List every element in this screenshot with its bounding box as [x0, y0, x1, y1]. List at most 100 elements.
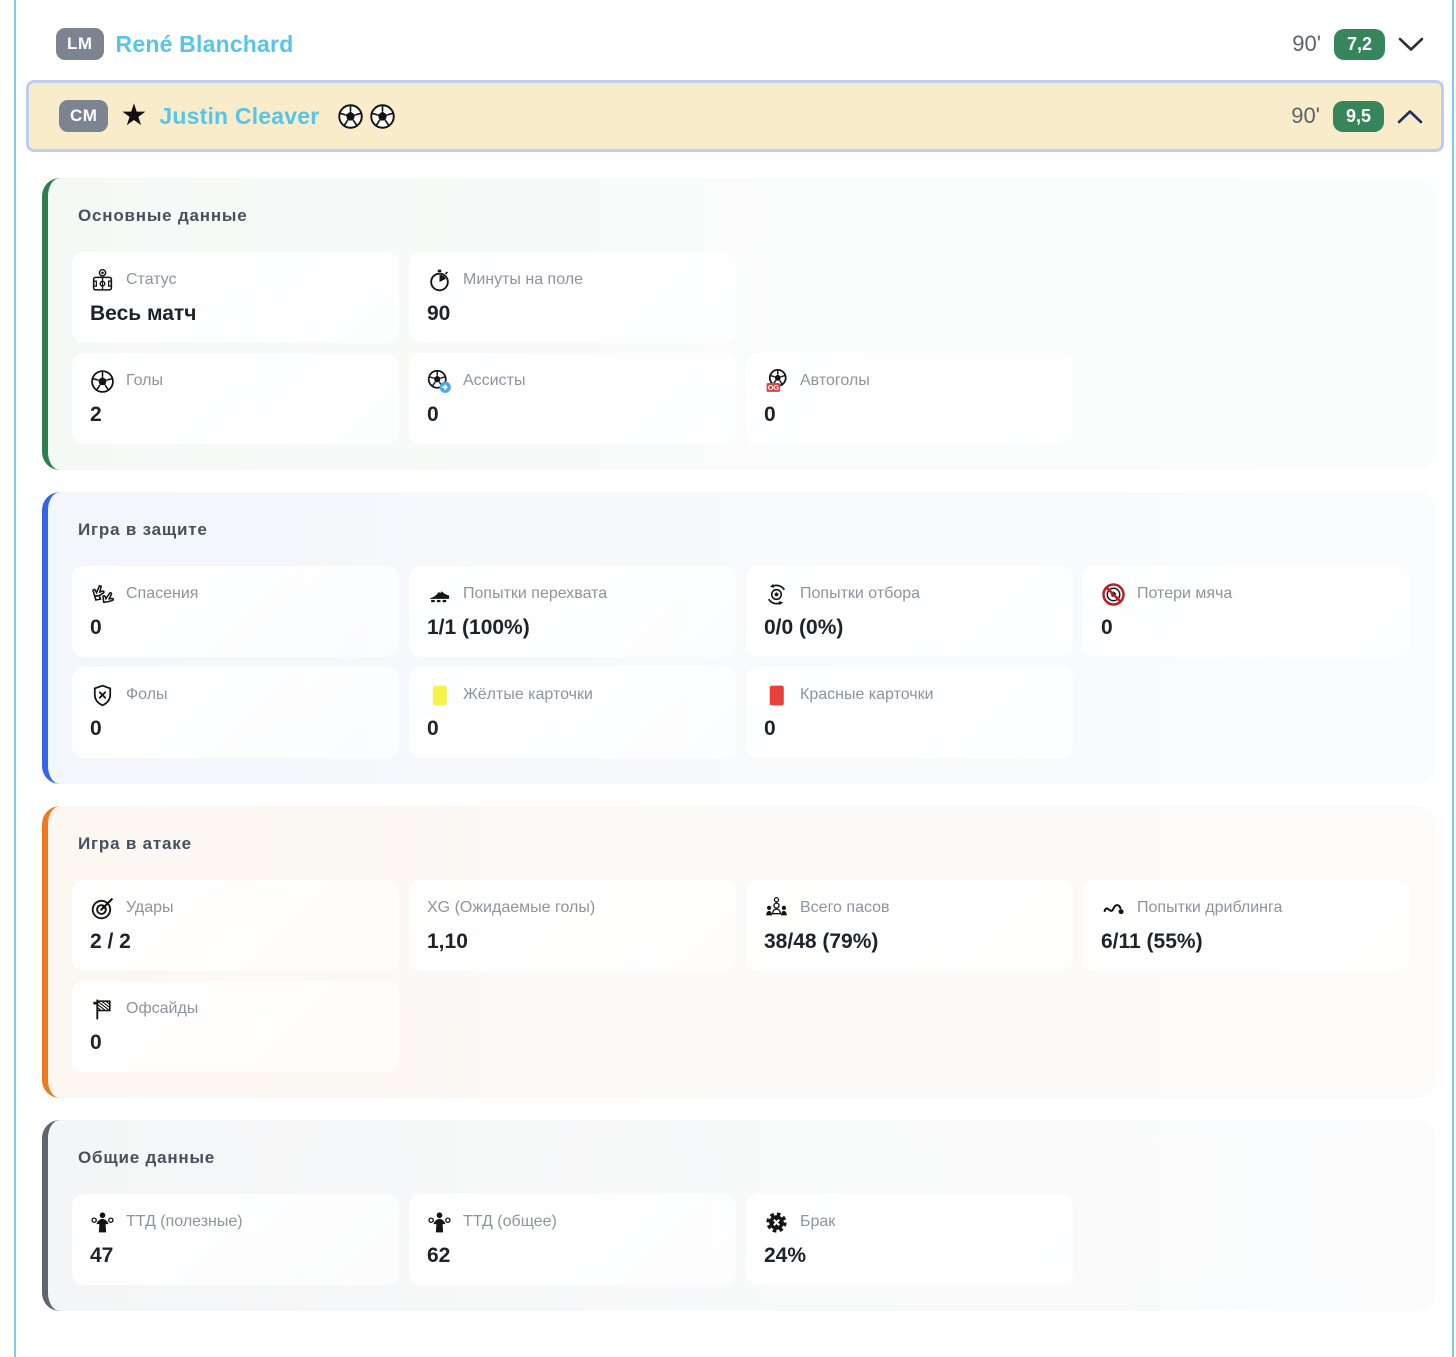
stat-label: Жёлтые карточки [463, 686, 593, 703]
captain-star-icon: ★ [120, 99, 148, 132]
stat-value: 6/11 (55%) [1101, 930, 1203, 953]
stat-card-saves: Спасения 0 [72, 566, 399, 657]
stat-value: 24% [764, 1244, 807, 1267]
rating-badge: 7,2 [1333, 28, 1385, 60]
section-general: Общие данные ТТД (полезные) 47 ТТД (обще… [42, 1120, 1436, 1311]
stat-label: Красные карточки [800, 686, 934, 703]
stat-value: 38/48 (79%) [764, 930, 879, 953]
stat-card-own-goals: Автоголы 0 [746, 353, 1073, 444]
stat-label: Потери мяча [1137, 585, 1233, 602]
stat-value: 0 [90, 1031, 102, 1054]
ball-loss-icon [1101, 582, 1126, 607]
stat-card-tackles: Попытки отбора 0/0 (0%) [746, 566, 1073, 657]
section-title: Основные данные [78, 206, 248, 225]
stat-card-offsides: Офсайды 0 [72, 981, 399, 1072]
stat-label: Попытки перехвата [463, 585, 608, 602]
section-defense: Игра в защите Спасения 0 Попытки перехва… [42, 492, 1436, 784]
stat-card-passes: Всего пасов 38/48 (79%) [746, 880, 1073, 971]
stat-value: 0 [90, 616, 102, 639]
stat-value: 0 [427, 403, 439, 426]
stat-card-fouls: Фолы 0 [72, 667, 399, 758]
stat-card-assists: Ассисты 0 [409, 353, 736, 444]
minutes-played: 90' [1291, 103, 1320, 128]
stat-value: 1/1 (100%) [427, 616, 530, 639]
stat-label: XG (Ожидаемые голы) [427, 899, 596, 916]
stat-card-dribbles: Попытки дриблинга 6/11 (55%) [1083, 880, 1410, 971]
minutes-played: 90' [1292, 31, 1321, 56]
stat-label: Минуты на поле [463, 271, 583, 288]
player-row-expanded-wrap: CM ★ Justin Cleaver 90' 9,5 [26, 80, 1444, 152]
stat-value: 0 [764, 717, 776, 740]
stat-value: 0 [764, 403, 776, 426]
goalkeeper-gloves-icon [90, 582, 115, 607]
stat-label: Попытки отбора [800, 585, 921, 602]
stat-card-red-cards: Красные карточки 0 [746, 667, 1073, 758]
stat-label: Всего пасов [800, 899, 890, 916]
assist-ball-icon [427, 369, 452, 394]
section-basic-data: Основные данные Статус Весь матч Минуты … [42, 178, 1436, 470]
boot-icon [427, 582, 452, 607]
rating-badge: 9,5 [1332, 100, 1384, 132]
stat-label: Спасения [126, 585, 199, 602]
goal-ball-icon [369, 103, 396, 130]
stat-card-goals: Голы 2 [72, 353, 399, 444]
stats-sections: Основные данные Статус Весь матч Минуты … [42, 178, 1436, 1311]
stat-value: 2 / 2 [90, 930, 131, 953]
section-title: Игра в атаке [78, 834, 192, 853]
player-row-collapsed[interactable]: LM René Blanchard 90' 7,2 [56, 20, 1424, 68]
stat-card-xg: XG (Ожидаемые голы) 1,10 [409, 880, 736, 971]
passes-people-icon [764, 896, 789, 921]
stat-card-ttd-total: ТТД (общее) 62 [409, 1194, 736, 1285]
section-attack: Игра в атаке Удары 2 / 2 XG (Ожидаемые г… [42, 806, 1436, 1098]
dribble-path-icon [1101, 896, 1126, 921]
stat-value: 62 [427, 1244, 451, 1267]
stat-label: Фолы [126, 686, 168, 703]
stat-value: 0 [427, 717, 439, 740]
red-card-icon [764, 683, 789, 708]
stat-label: ТТД (общее) [463, 1213, 557, 1230]
chevron-down-icon[interactable] [1398, 37, 1424, 52]
stat-label: Удары [126, 899, 174, 916]
player-name[interactable]: René Blanchard [115, 30, 294, 57]
goal-balls [337, 103, 396, 130]
player-row-expanded[interactable]: CM ★ Justin Cleaver 90' 9,5 [59, 83, 1423, 149]
player-name[interactable]: Justin Cleaver [159, 102, 320, 129]
stat-label: Офсайды [126, 1000, 199, 1017]
stat-label: Голы [126, 372, 163, 389]
goal-ball-icon [337, 103, 364, 130]
stat-value: 0 [1101, 616, 1113, 639]
stat-label: Автоголы [800, 372, 870, 389]
stopwatch-icon [427, 268, 452, 293]
yellow-card-icon [427, 683, 452, 708]
player-row-right: 90' 7,2 [1292, 28, 1424, 60]
stat-value: 1,10 [427, 930, 468, 953]
stat-label: Статус [126, 271, 177, 288]
stat-value: 0 [90, 717, 102, 740]
tackle-arrows-icon [764, 582, 789, 607]
stat-value: Весь матч [90, 302, 197, 325]
stat-label: Ассисты [463, 372, 526, 389]
stat-label: Брак [800, 1213, 836, 1230]
stat-card-minutes: Минуты на поле 90 [409, 252, 736, 343]
stat-value: 90 [427, 302, 451, 325]
page-frame: LM René Blanchard 90' 7,2 CM ★ Justin Cl… [14, 0, 1454, 1357]
stat-value: 0/0 (0%) [764, 616, 844, 639]
soccer-ball-icon [90, 369, 115, 394]
stat-card-errors: Брак 24% [746, 1194, 1073, 1285]
player-row-right: 90' 9,5 [1291, 100, 1423, 132]
stat-card-status: Статус Весь матч [72, 252, 399, 343]
shield-x-icon [90, 683, 115, 708]
shots-target-icon [90, 896, 115, 921]
stat-value: 47 [90, 1244, 114, 1267]
offside-flag-icon [90, 997, 115, 1022]
gear-x-icon [764, 1210, 789, 1235]
stat-value: 2 [90, 403, 102, 426]
section-title: Игра в защите [78, 520, 208, 539]
tactics-board-icon [90, 268, 115, 293]
position-badge: LM [56, 28, 104, 60]
stat-card-shots: Удары 2 / 2 [72, 880, 399, 971]
stat-label: Попытки дриблинга [1137, 899, 1283, 916]
chevron-up-icon[interactable] [1397, 109, 1423, 124]
stat-label: ТТД (полезные) [126, 1213, 243, 1230]
ttd-player-icon [90, 1210, 115, 1235]
